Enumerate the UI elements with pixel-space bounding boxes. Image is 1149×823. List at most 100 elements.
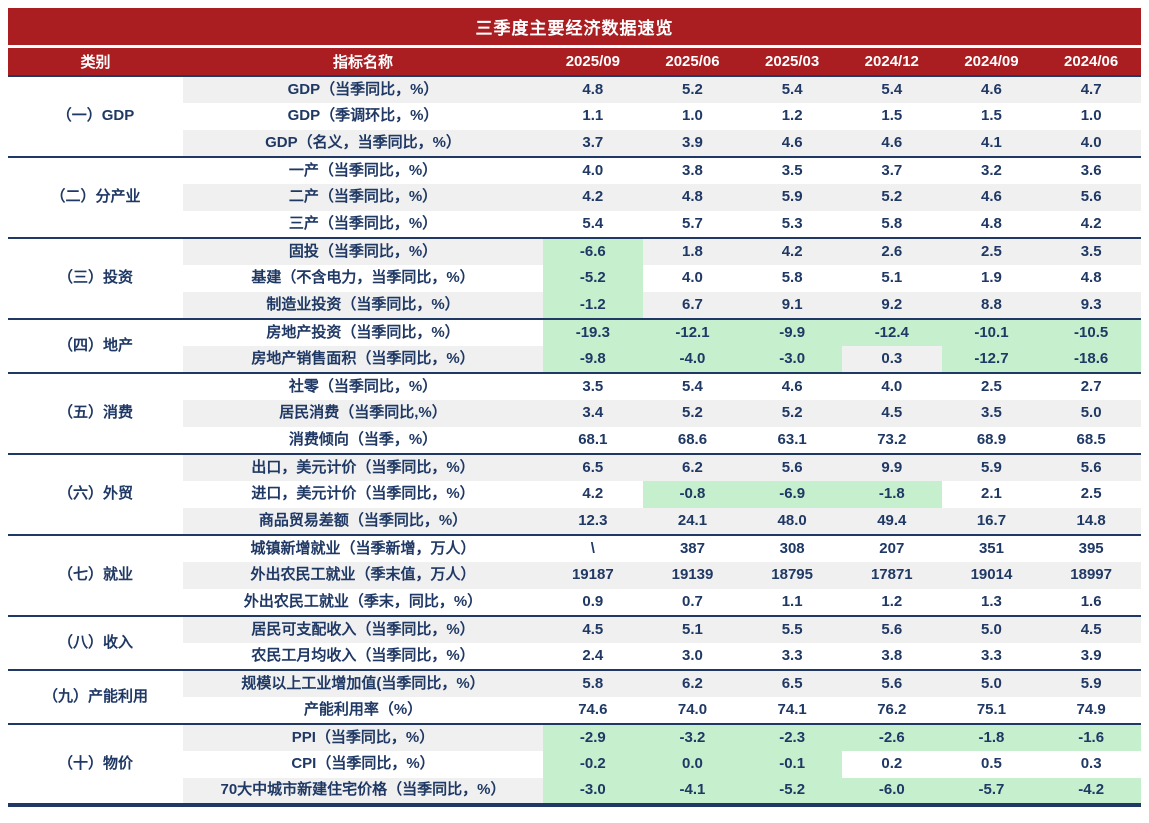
value-cell: 24.1 bbox=[642, 508, 743, 535]
value-cell: 6.2 bbox=[642, 453, 743, 481]
value-cell: 5.9 bbox=[1041, 669, 1141, 697]
value-cell: 5.8 bbox=[543, 669, 643, 697]
value-cell: 18795 bbox=[742, 562, 842, 589]
column-header-4: 2025/03 bbox=[742, 46, 842, 76]
indicator-cell: 房地产投资（当季同比，%） bbox=[183, 318, 543, 346]
value-cell: 3.6 bbox=[1041, 156, 1141, 184]
value-cell: 5.4 bbox=[543, 211, 643, 238]
value-cell: 74.6 bbox=[543, 697, 643, 724]
value-cell: 4.2 bbox=[1041, 211, 1141, 238]
value-cell: 1.6 bbox=[1041, 589, 1141, 616]
value-cell: -18.6 bbox=[1041, 346, 1141, 373]
indicator-cell: 固投（当季同比，%） bbox=[183, 237, 543, 265]
value-cell: 12.3 bbox=[543, 508, 643, 535]
table-row: 商品贸易差额（当季同比，%） 12.3 24.1 48.0 49.4 16.7 14.8 bbox=[8, 508, 1141, 535]
value-cell: 4.2 bbox=[543, 184, 643, 211]
value-cell: \ bbox=[543, 534, 643, 562]
value-cell: 3.5 bbox=[543, 372, 643, 400]
indicator-cell: 基建（不含电力，当季同比，%） bbox=[183, 265, 543, 292]
value-cell: 5.1 bbox=[841, 265, 942, 292]
indicator-cell: 社零（当季同比，%） bbox=[183, 372, 543, 400]
value-cell: 5.6 bbox=[1041, 184, 1141, 211]
value-cell: 5.4 bbox=[742, 75, 842, 103]
column-header-3: 2025/06 bbox=[642, 46, 743, 76]
value-cell: 4.2 bbox=[742, 237, 842, 265]
value-cell: 5.0 bbox=[941, 615, 1042, 643]
value-cell: 3.4 bbox=[543, 400, 643, 427]
table-row: 消费倾向（当季，%） 68.1 68.6 63.1 73.2 68.9 68.5 bbox=[8, 427, 1141, 454]
value-cell: 1.2 bbox=[742, 103, 842, 130]
value-cell: 4.2 bbox=[543, 481, 643, 508]
indicator-cell: 居民消费（当季同比,%） bbox=[183, 400, 543, 427]
value-cell: 3.3 bbox=[941, 643, 1042, 670]
category-cell: （五）消费 bbox=[8, 372, 183, 454]
table-row: GDP（季调环比，%） 1.1 1.0 1.2 1.5 1.5 1.0 bbox=[8, 103, 1141, 130]
indicator-cell: 规模以上工业增加值(当季同比，%） bbox=[183, 669, 543, 697]
value-cell: 5.5 bbox=[742, 615, 842, 643]
value-cell: 5.0 bbox=[941, 669, 1042, 697]
value-cell: 4.6 bbox=[742, 130, 842, 157]
value-cell: 68.6 bbox=[642, 427, 743, 454]
column-header-7: 2024/06 bbox=[1041, 46, 1141, 76]
value-cell: 19187 bbox=[543, 562, 643, 589]
value-cell: 4.5 bbox=[543, 615, 643, 643]
table-row: （五）消费 社零（当季同比，%） 3.5 5.4 4.6 4.0 2.5 2.7 bbox=[8, 372, 1141, 454]
table-row: （二）分产业 一产（当季同比，%） 4.0 3.8 3.5 3.7 3.2 3.6 bbox=[8, 156, 1141, 238]
value-cell: -1.8 bbox=[841, 481, 942, 508]
table-row: （六）外贸 出口，美元计价（当季同比，%） 6.5 6.2 5.6 9.9 5.9 5.6 bbox=[8, 453, 1141, 535]
value-cell: 207 bbox=[841, 534, 942, 562]
value-cell: 3.5 bbox=[941, 400, 1042, 427]
indicator-cell: 农民工月均收入（当季同比，%） bbox=[183, 643, 543, 670]
value-cell: -6.0 bbox=[841, 778, 942, 805]
value-cell: -5.2 bbox=[742, 778, 842, 805]
value-cell: 5.4 bbox=[841, 75, 942, 103]
table-row: 进口，美元计价（当季同比，%） 4.2 -0.8 -6.9 -1.8 2.1 2.5 bbox=[8, 481, 1141, 508]
table-row: （八）收入 居民可支配收入（当季同比，%） 4.5 5.1 5.5 5.6 5.0 4.5 bbox=[8, 615, 1141, 670]
table-body: （一）GDP GDP（当季同比，%） 4.8 5.2 5.4 5.4 4.6 4.7 GDP（季… bbox=[8, 75, 1141, 805]
value-cell: 76.2 bbox=[841, 697, 942, 724]
value-cell: -10.1 bbox=[941, 318, 1042, 346]
value-cell: -12.7 bbox=[941, 346, 1042, 373]
table-row: 外出农民工就业（季末值，万人） 19187 19139 18795 17871 19014… bbox=[8, 562, 1141, 589]
value-cell: 2.1 bbox=[941, 481, 1042, 508]
value-cell: 0.7 bbox=[642, 589, 743, 616]
value-cell: 5.9 bbox=[742, 184, 842, 211]
value-cell: 351 bbox=[941, 534, 1042, 562]
category-cell: （三）投资 bbox=[8, 237, 183, 319]
value-cell: 5.1 bbox=[642, 615, 743, 643]
value-cell: -3.0 bbox=[543, 778, 643, 805]
category-cell: （十）物价 bbox=[8, 723, 183, 805]
table-title: 三季度主要经济数据速览 bbox=[8, 8, 1141, 48]
value-cell: 73.2 bbox=[841, 427, 942, 454]
value-cell: 3.2 bbox=[941, 156, 1042, 184]
value-cell: 49.4 bbox=[841, 508, 942, 535]
indicator-cell: 一产（当季同比，%） bbox=[183, 156, 543, 184]
value-cell: 3.3 bbox=[742, 643, 842, 670]
table-row: 产能利用率（%） 74.6 74.0 74.1 76.2 75.1 74.9 bbox=[8, 697, 1141, 724]
value-cell: 4.8 bbox=[642, 184, 743, 211]
value-cell: 395 bbox=[1041, 534, 1141, 562]
value-cell: 0.3 bbox=[1041, 751, 1141, 778]
value-cell: 5.2 bbox=[642, 75, 743, 103]
value-cell: 18997 bbox=[1041, 562, 1141, 589]
value-cell: 5.0 bbox=[1041, 400, 1141, 427]
value-cell: -12.1 bbox=[642, 318, 743, 346]
indicator-cell: CPI（当季同比，%） bbox=[183, 751, 543, 778]
value-cell: 4.0 bbox=[1041, 130, 1141, 157]
value-cell: 3.5 bbox=[742, 156, 842, 184]
indicator-cell: GDP（当季同比，%） bbox=[183, 75, 543, 103]
value-cell: 19139 bbox=[642, 562, 743, 589]
value-cell: -6.9 bbox=[742, 481, 842, 508]
value-cell: 4.7 bbox=[1041, 75, 1141, 103]
value-cell: 0.3 bbox=[841, 346, 942, 373]
indicator-cell: 制造业投资（当季同比，%） bbox=[183, 292, 543, 319]
table-row: （七）就业 城镇新增就业（当季新增，万人） \ 387 308 207 351 395 bbox=[8, 534, 1141, 616]
value-cell: -0.2 bbox=[543, 751, 643, 778]
value-cell: -6.6 bbox=[543, 237, 643, 265]
indicator-cell: 二产（当季同比，%） bbox=[183, 184, 543, 211]
value-cell: 9.1 bbox=[742, 292, 842, 319]
category-cell: （七）就业 bbox=[8, 534, 183, 616]
value-cell: 1.9 bbox=[941, 265, 1042, 292]
value-cell: 1.5 bbox=[841, 103, 942, 130]
value-cell: 68.5 bbox=[1041, 427, 1141, 454]
